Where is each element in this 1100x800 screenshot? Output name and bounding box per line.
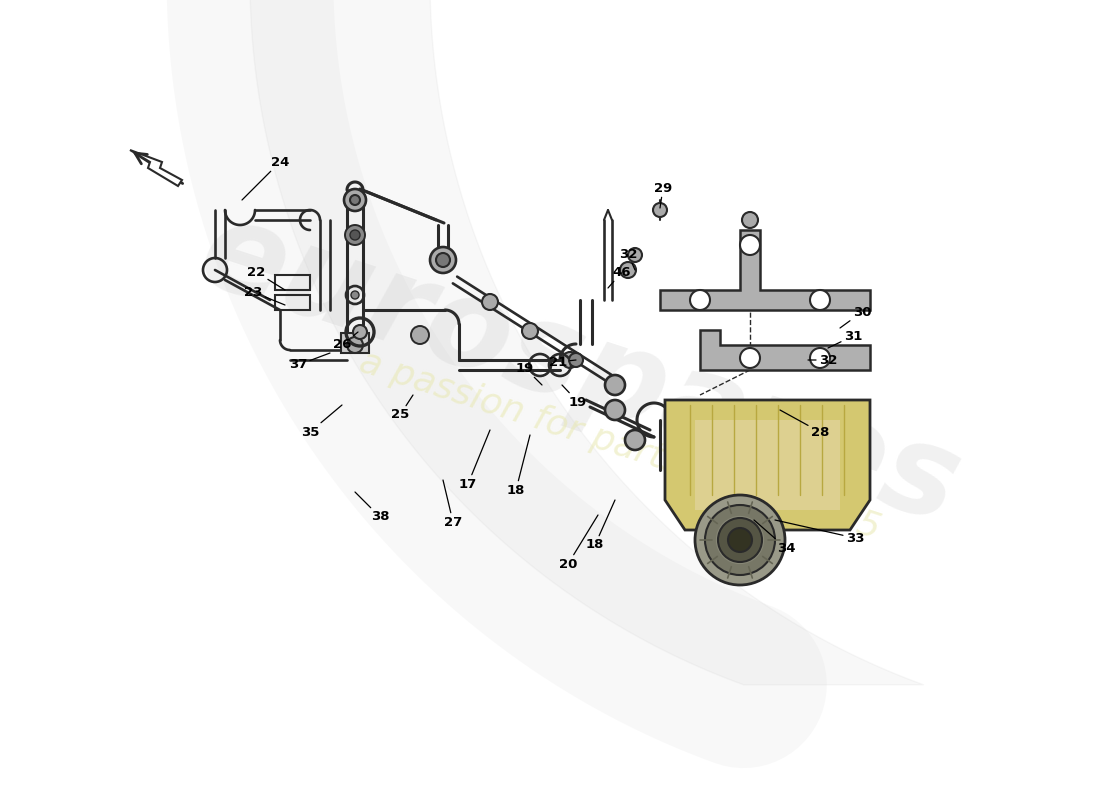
Circle shape bbox=[605, 375, 625, 395]
Polygon shape bbox=[660, 230, 870, 310]
Text: 31: 31 bbox=[828, 330, 862, 348]
Text: 37: 37 bbox=[289, 353, 330, 371]
Text: 32: 32 bbox=[619, 247, 637, 270]
Circle shape bbox=[346, 337, 363, 353]
Text: 19: 19 bbox=[516, 362, 542, 385]
Polygon shape bbox=[695, 420, 840, 510]
Text: a passion for parts since 1985: a passion for parts since 1985 bbox=[355, 345, 884, 546]
Circle shape bbox=[569, 353, 583, 367]
Text: 18: 18 bbox=[507, 435, 530, 497]
Text: 27: 27 bbox=[443, 480, 462, 529]
Circle shape bbox=[740, 235, 760, 255]
Text: eurospares: eurospares bbox=[186, 190, 975, 550]
Text: 46: 46 bbox=[608, 266, 631, 288]
Circle shape bbox=[482, 294, 498, 310]
Text: 38: 38 bbox=[355, 492, 389, 523]
Text: 21: 21 bbox=[549, 355, 576, 369]
Text: 20: 20 bbox=[559, 515, 598, 570]
Circle shape bbox=[344, 189, 366, 211]
Text: 28: 28 bbox=[780, 410, 829, 438]
Circle shape bbox=[728, 528, 752, 552]
Circle shape bbox=[620, 262, 636, 278]
Circle shape bbox=[350, 195, 360, 205]
Text: 32: 32 bbox=[808, 354, 837, 366]
Circle shape bbox=[740, 348, 760, 368]
Circle shape bbox=[430, 247, 456, 273]
Circle shape bbox=[810, 348, 830, 368]
Circle shape bbox=[562, 352, 578, 368]
Text: 23: 23 bbox=[244, 286, 285, 305]
Text: 26: 26 bbox=[333, 332, 358, 351]
Circle shape bbox=[411, 326, 429, 344]
Circle shape bbox=[605, 400, 625, 420]
Text: 22: 22 bbox=[246, 266, 285, 290]
Circle shape bbox=[345, 225, 365, 245]
Circle shape bbox=[625, 430, 645, 450]
Text: 33: 33 bbox=[776, 520, 865, 545]
Polygon shape bbox=[666, 400, 870, 530]
Circle shape bbox=[522, 323, 538, 339]
Text: 30: 30 bbox=[840, 306, 871, 328]
Text: 35: 35 bbox=[300, 405, 342, 438]
Text: 17: 17 bbox=[459, 430, 490, 490]
Circle shape bbox=[436, 253, 450, 267]
Text: 29: 29 bbox=[653, 182, 672, 208]
Polygon shape bbox=[341, 333, 368, 353]
Text: 19: 19 bbox=[562, 385, 587, 409]
Text: 25: 25 bbox=[390, 395, 412, 422]
Polygon shape bbox=[700, 330, 870, 370]
Circle shape bbox=[742, 212, 758, 228]
Circle shape bbox=[810, 290, 830, 310]
Circle shape bbox=[718, 518, 762, 562]
Text: 18: 18 bbox=[586, 500, 615, 551]
Circle shape bbox=[350, 230, 360, 240]
Text: 34: 34 bbox=[754, 520, 795, 554]
Circle shape bbox=[353, 325, 367, 339]
Circle shape bbox=[653, 203, 667, 217]
Circle shape bbox=[690, 290, 710, 310]
Circle shape bbox=[695, 495, 785, 585]
Circle shape bbox=[628, 248, 642, 262]
Circle shape bbox=[705, 505, 776, 575]
Polygon shape bbox=[130, 150, 182, 186]
Circle shape bbox=[351, 291, 359, 299]
Text: 24: 24 bbox=[242, 155, 289, 200]
